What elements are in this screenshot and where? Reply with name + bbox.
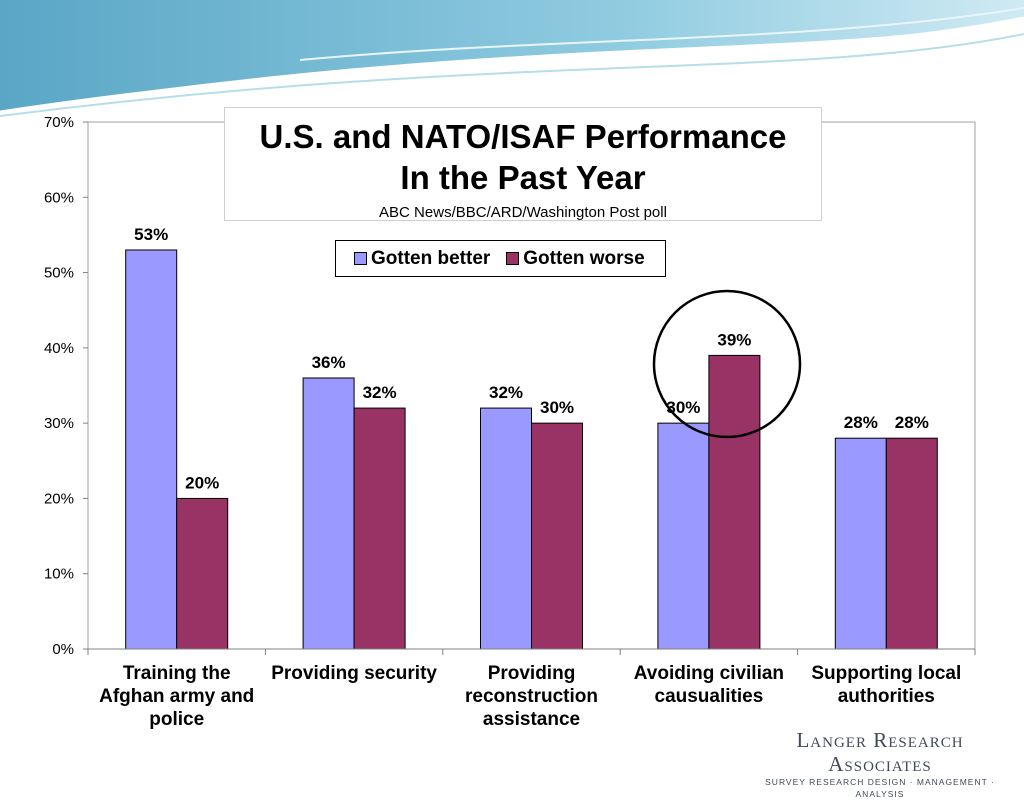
bar-gotten-better-3 bbox=[657, 422, 710, 650]
category-label-3-line-0: Avoiding civilian bbox=[634, 663, 784, 684]
logo-name: Langer Research Associates bbox=[796, 728, 964, 776]
y-axis: 0% 10% 20% 30% 40% 50% 60% 70% bbox=[44, 114, 976, 658]
category-label-2-line-1: reconstruction bbox=[465, 686, 598, 707]
data-label-gotten-worse-1: 32% bbox=[363, 383, 397, 402]
y-tick-label-5: 50% bbox=[44, 265, 74, 282]
data-label-gotten-better-0: 53% bbox=[134, 225, 168, 244]
category-label-3-line-1: causualities bbox=[655, 686, 764, 707]
logo-tagline: SURVEY RESEARCH DESIGN · MANAGEMENT · AN… bbox=[765, 777, 995, 799]
y-tick-label-3: 30% bbox=[44, 415, 74, 432]
category-label-2-line-2: assistance bbox=[483, 709, 580, 730]
data-label-gotten-better-2: 32% bbox=[489, 383, 523, 402]
chart-title-line-2: In the Past Year bbox=[400, 159, 646, 196]
category-label-1-line-0: Providing security bbox=[271, 663, 437, 684]
data-label-gotten-worse-0: 20% bbox=[185, 473, 219, 492]
slide-header-swoosh bbox=[0, 0, 1024, 117]
bar-gotten-worse-0 bbox=[176, 497, 229, 650]
legend-item-gotten-worse: Gotten worse bbox=[506, 247, 645, 270]
data-label-gotten-worse-3: 39% bbox=[717, 330, 751, 349]
langer-research-logo: Langer Research Associates SURVEY RESEAR… bbox=[744, 728, 1016, 799]
bar-gotten-worse-1 bbox=[353, 407, 406, 650]
bar-gotten-worse-2 bbox=[531, 422, 583, 650]
category-label-0-line-1: Afghan army and bbox=[99, 686, 254, 707]
highlight-circle bbox=[652, 289, 802, 439]
bar-gotten-better-1 bbox=[302, 377, 355, 650]
legend-label-gotten-better: Gotten better bbox=[371, 247, 491, 269]
legend-swatch-gotten-worse bbox=[506, 252, 520, 265]
y-tick-label-4: 40% bbox=[44, 340, 74, 357]
data-label-gotten-worse-4: 28% bbox=[895, 413, 929, 432]
chart-subtitle: ABC News/BBC/ARD/Washington Post poll bbox=[379, 204, 667, 221]
y-tick-label-7: 70% bbox=[44, 114, 74, 131]
legend-label-gotten-worse: Gotten worse bbox=[523, 247, 645, 269]
y-tick-label-2: 20% bbox=[44, 490, 74, 507]
bar-gotten-better-2 bbox=[480, 407, 532, 650]
legend-item-gotten-better: Gotten better bbox=[354, 248, 490, 270]
chart-title-line-1: U.S. and NATO/ISAF Performance bbox=[259, 118, 787, 155]
chart-legend: Gotten better Gotten worse bbox=[335, 240, 666, 277]
data-label-gotten-better-4: 28% bbox=[844, 413, 878, 432]
category-label-4-line-1: authorities bbox=[838, 686, 935, 707]
data-labels: 53% 20% 36% 32% 32% 30% 30% 39% 28% 28% bbox=[134, 225, 929, 492]
legend-swatch-gotten-better bbox=[354, 252, 367, 265]
category-label-4-line-0: Supporting local bbox=[811, 663, 961, 684]
bar-gotten-worse-4 bbox=[885, 437, 938, 650]
y-tick-label-0: 0% bbox=[52, 641, 74, 658]
category-label-0-line-2: police bbox=[149, 709, 204, 730]
bar-gotten-better-4 bbox=[834, 437, 887, 650]
chart-title-box: U.S. and NATO/ISAF Performance In the Pa… bbox=[224, 107, 822, 221]
category-label-0-line-0: Training the bbox=[123, 663, 231, 684]
bar-gotten-better-0 bbox=[125, 249, 178, 650]
data-label-gotten-worse-2: 30% bbox=[540, 398, 574, 417]
data-label-gotten-better-1: 36% bbox=[312, 353, 346, 372]
data-label-gotten-better-3: 30% bbox=[666, 398, 700, 417]
bar-gotten-worse-3 bbox=[708, 354, 761, 650]
category-label-2-line-0: Providing bbox=[488, 663, 576, 684]
y-tick-label-1: 10% bbox=[44, 566, 74, 583]
y-tick-label-6: 60% bbox=[44, 189, 74, 206]
